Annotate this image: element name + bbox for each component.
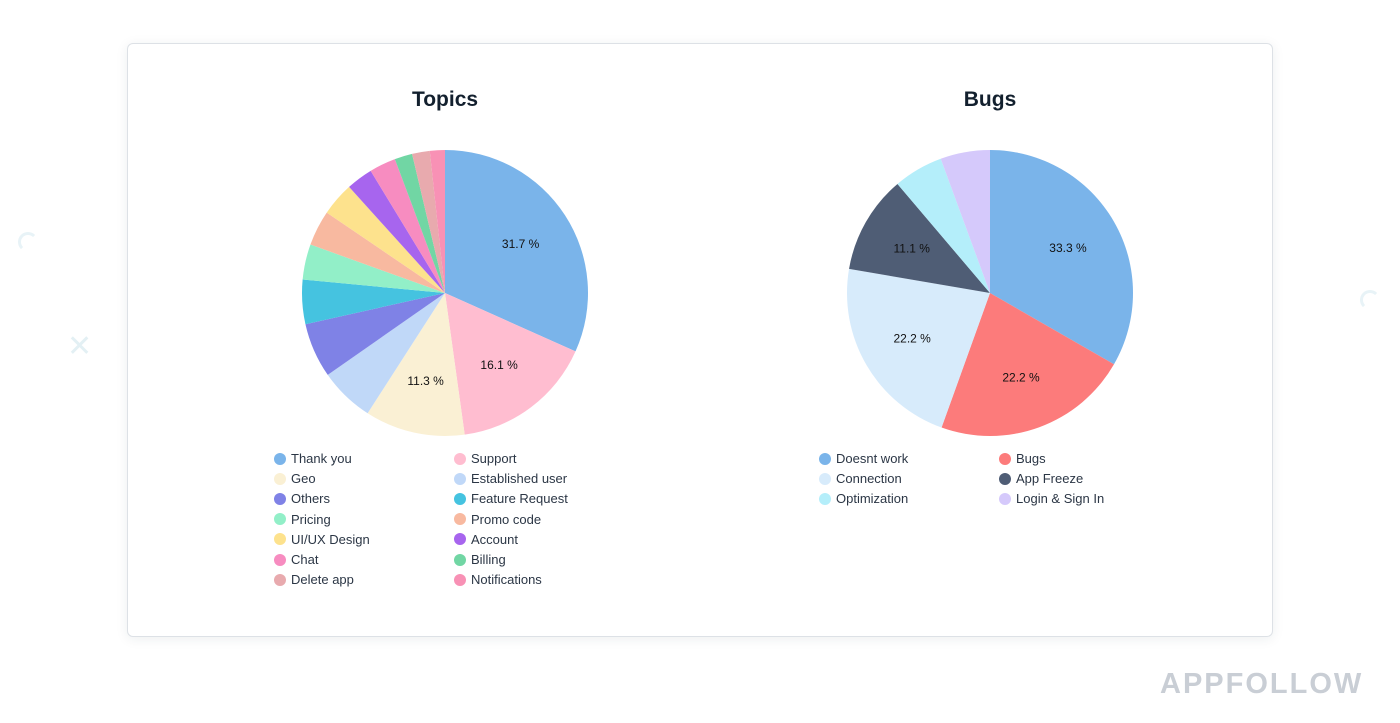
topics-pie-chart: 31.7 % 16.1 % 11.3 %	[302, 150, 588, 436]
decorative-arc-left	[18, 232, 38, 252]
legend-item-established-user[interactable]: Established user	[454, 471, 567, 486]
pie-slice-chat[interactable]	[370, 159, 445, 293]
legend-item-login-sign-in[interactable]: Login & Sign In	[999, 491, 1104, 506]
legend-label: Geo	[291, 471, 316, 487]
legend-swatch-icon	[454, 573, 466, 586]
pie-slice-geo[interactable]	[367, 293, 465, 436]
legend-label: App Freeze	[1016, 471, 1084, 487]
legend-item-bugs[interactable]: Bugs	[999, 451, 1046, 466]
pie-slice-login-sign-in[interactable]	[940, 150, 990, 293]
legend-item-connection[interactable]: Connection	[819, 471, 902, 486]
legend-item-app-freeze[interactable]: App Freeze	[999, 471, 1083, 486]
pie-slice-delete-app[interactable]	[412, 150, 445, 293]
charts-card: Topics 31.7 % 16.1 % 11.3 % Thank you Suppo…	[127, 43, 1273, 637]
legend-label: Billing	[471, 552, 506, 567]
legend-item-billing[interactable]: Billing	[454, 552, 506, 567]
slice-label-app-freeze: 11.1 %	[894, 241, 931, 255]
legend-swatch-icon	[274, 472, 286, 485]
legend-swatch-icon	[454, 452, 466, 465]
legend-item-doesnt-work[interactable]: Doesnt work	[819, 451, 908, 466]
legend-label: Chat	[291, 552, 319, 567]
bugs-legend: Doesnt work Bugs Connection App Freeze Optim…	[819, 451, 1139, 521]
pie-slice-support[interactable]	[445, 293, 576, 435]
slice-label-connection: 22.2 %	[893, 331, 931, 345]
legend-item-feature-request[interactable]: Feature Request	[454, 491, 568, 506]
legend-label: Support	[471, 451, 517, 466]
pie-slice-ui-ux-design[interactable]	[326, 186, 445, 293]
legend-item-delete-app[interactable]: Delete app	[274, 572, 354, 587]
legend-label: Pricing	[291, 511, 331, 527]
legend-label: UI/UX Design	[291, 531, 370, 547]
legend-swatch-icon	[819, 492, 831, 505]
legend-swatch-icon	[819, 472, 831, 485]
legend-label: Notifications	[471, 572, 542, 588]
legend-label: Optimization	[836, 491, 909, 507]
legend-label: Feature Request	[471, 491, 568, 507]
legend-item-promo-code[interactable]: Promo code	[454, 512, 541, 527]
legend-swatch-icon	[274, 513, 286, 526]
legend-item-pricing[interactable]: Pricing	[274, 512, 331, 527]
pie-slice-bugs[interactable]	[941, 293, 1114, 436]
pie-slice-notifications[interactable]	[429, 150, 445, 293]
pie-slice-thank-you[interactable]	[445, 150, 588, 352]
bugs-pie-chart: 33.3 % 22.2 % 22.2 % 11.1 %	[847, 150, 1133, 436]
decorative-cross-icon: ✕	[67, 329, 93, 364]
legend-item-optimization[interactable]: Optimization	[819, 491, 908, 506]
pie-slice-others[interactable]	[305, 293, 445, 375]
pie-slice-connection[interactable]	[847, 268, 990, 428]
legend-label: Others	[291, 491, 331, 507]
bugs-chart-title: Bugs	[963, 88, 1017, 111]
legend-item-chat[interactable]: Chat	[274, 552, 318, 567]
legend-item-others[interactable]: Others	[274, 491, 330, 506]
slice-label-bugs: 22.2 %	[1002, 371, 1040, 385]
decorative-arc-right	[1360, 290, 1380, 310]
pie-slice-doesnt-work[interactable]	[990, 150, 1133, 365]
legend-swatch-icon	[999, 472, 1011, 485]
topics-legend: Thank you Support Geo Established user Other…	[274, 451, 594, 591]
pie-slice-app-freeze[interactable]	[849, 183, 990, 293]
slice-label-thank-you: 31.7 %	[502, 237, 540, 251]
slice-label-geo: 11.3 %	[407, 374, 444, 388]
legend-item-geo[interactable]: Geo	[274, 471, 316, 486]
legend-label: Login & Sign In	[1016, 491, 1105, 507]
legend-swatch-icon	[274, 533, 286, 546]
legend-swatch-icon	[274, 492, 286, 505]
pie-slice-pricing[interactable]	[302, 244, 445, 293]
pie-slice-promo-code[interactable]	[310, 212, 445, 293]
legend-label: Connection	[836, 471, 902, 487]
topics-chart-title: Topics	[411, 88, 479, 111]
legend-swatch-icon	[454, 533, 466, 546]
legend-item-account[interactable]: Account	[454, 532, 518, 547]
pie-slice-billing[interactable]	[394, 153, 445, 293]
legend-swatch-icon	[454, 553, 466, 566]
legend-swatch-icon	[274, 452, 286, 465]
legend-swatch-icon	[274, 573, 286, 586]
pie-slice-established-user[interactable]	[327, 293, 445, 414]
legend-swatch-icon	[999, 492, 1011, 505]
pie-slice-account[interactable]	[349, 170, 445, 293]
legend-label: Thank you	[291, 451, 352, 466]
appfollow-logo: APPFOLLOW	[1160, 668, 1364, 700]
legend-label: Delete app	[291, 572, 354, 588]
legend-swatch-icon	[999, 452, 1011, 465]
legend-swatch-icon	[454, 472, 466, 485]
legend-item-ui-ux-design[interactable]: UI/UX Design	[274, 532, 370, 547]
slice-label-doesnt-work: 33.3 %	[1049, 241, 1087, 255]
legend-swatch-icon	[454, 513, 466, 526]
legend-item-notifications[interactable]: Notifications	[454, 572, 542, 587]
pie-slice-optimization[interactable]	[897, 158, 990, 293]
legend-item-support[interactable]: Support	[454, 451, 517, 466]
legend-label: Doesnt work	[836, 451, 909, 466]
legend-item-thank-you[interactable]: Thank you	[274, 451, 352, 466]
legend-label: Bugs	[1016, 451, 1046, 466]
legend-label: Promo code	[471, 511, 542, 527]
legend-swatch-icon	[454, 492, 466, 505]
legend-label: Established user	[471, 471, 568, 487]
pie-slice-feature-request[interactable]	[302, 279, 445, 325]
slice-label-support: 16.1 %	[480, 358, 518, 372]
legend-label: Account	[471, 531, 518, 547]
legend-swatch-icon	[819, 452, 831, 465]
legend-swatch-icon	[274, 553, 286, 566]
